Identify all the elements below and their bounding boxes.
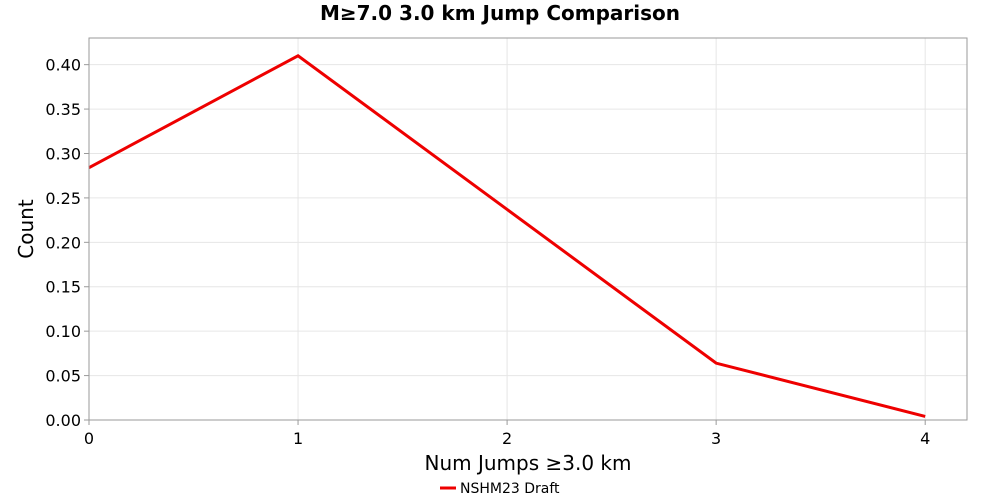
x-axis: 0 1 2 3 4 [84, 420, 930, 448]
y-tick-label: 0.10 [45, 322, 81, 341]
y-tick-label: 0.05 [45, 367, 81, 386]
x-tick-label: 0 [84, 429, 94, 448]
plot-frame [88, 37, 968, 421]
x-tick-label: 3 [711, 429, 721, 448]
y-tick-label: 0.15 [45, 278, 81, 297]
y-tick-label: 0.25 [45, 189, 81, 208]
x-tick-label: 1 [293, 429, 303, 448]
y-tick-label: 0.40 [45, 56, 81, 75]
legend: NSHM23 Draft [440, 481, 560, 497]
y-tick-label: 0.20 [45, 233, 81, 252]
y-tick-label: 0.30 [45, 144, 81, 163]
chart-title: M≥7.0 3.0 km Jump Comparison [320, 1, 680, 25]
x-tick-label: 4 [920, 429, 930, 448]
x-tick-label: 2 [502, 429, 512, 448]
y-tick-label: 0.35 [45, 100, 81, 119]
y-tick-label: 0.00 [45, 411, 81, 430]
y-axis-label: Count [14, 199, 38, 259]
legend-label: NSHM23 Draft [460, 481, 560, 497]
y-axis: 0.00 0.05 0.10 0.15 0.20 0.25 0.30 0.35 0.40 [45, 56, 89, 430]
x-axis-label: Num Jumps ≥3.0 km [425, 451, 632, 475]
grid [88, 38, 967, 421]
